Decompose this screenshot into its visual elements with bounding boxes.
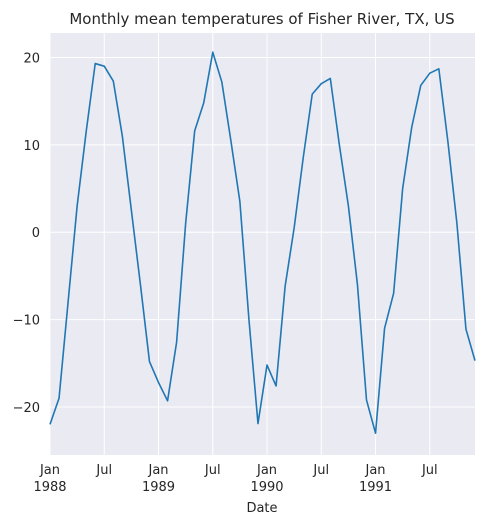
y-tick-label: 0 [32, 226, 40, 241]
x-tick-label: Jul [204, 463, 221, 478]
x-tick-label: Jan [256, 463, 277, 478]
y-tick-label: 10 [23, 139, 40, 154]
x-tick-year-label: 1989 [142, 480, 175, 495]
series-line [49, 51, 476, 434]
y-tick-label: 20 [23, 51, 40, 66]
x-tick-year-label: 1988 [33, 480, 66, 495]
y-tick-label: −20 [13, 401, 40, 416]
x-axis-ticks: Jan 1988 Jul Jan 1989 Jul Jan 1990 Jul Jan 1991 Jul [33, 463, 437, 495]
x-tick-year-label: 1991 [359, 480, 392, 495]
series-layer [49, 51, 476, 434]
chart-title: Monthly mean temperatures of Fisher Rive… [69, 10, 454, 28]
x-tick-label: Jan [39, 463, 60, 478]
y-axis-ticks: −20 −10 0 10 20 [13, 51, 40, 415]
x-tick-label: Jul [421, 463, 438, 478]
plot-area [50, 33, 475, 455]
x-axis-label: Date [246, 501, 277, 516]
x-tick-label: Jul [312, 463, 329, 478]
x-tick-label: Jan [147, 463, 168, 478]
x-tick-year-label: 1990 [250, 480, 283, 495]
x-tick-label: Jan [365, 463, 386, 478]
grid [49, 33, 475, 455]
y-tick-label: −10 [13, 314, 40, 329]
x-tick-label: Jul [95, 463, 112, 478]
